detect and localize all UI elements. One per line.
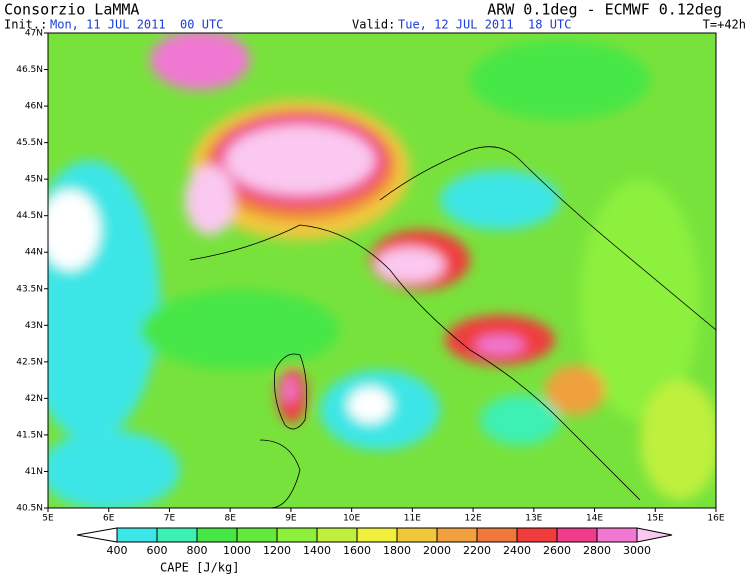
lat-label: 40.5N [16, 504, 43, 514]
lon-label: 11E [404, 514, 421, 524]
colorbar-level: 1800 [383, 544, 411, 557]
colorbar-level: 3000 [623, 544, 651, 557]
lon-label: 12E [465, 514, 482, 524]
colorbar-level: 2400 [503, 544, 531, 557]
lon-label: 15E [647, 514, 664, 524]
lat-label: 45.5N [16, 138, 43, 148]
lead-time: T=+42h [703, 18, 746, 32]
lat-label: 41N [25, 467, 43, 477]
axis-ticks: 5E 6E 7E 8E 9E 10E 11E 12E 13E 14E 15E 16E 47N 46.5N 4… [16, 29, 725, 524]
colorbar-box [556, 527, 598, 543]
lon-label: 14E [586, 514, 603, 524]
lat-label: 42N [25, 394, 43, 404]
map-frame [47, 32, 717, 509]
colorbar-box [356, 527, 398, 543]
lat-label: 47N [25, 29, 43, 39]
lat-label: 44.5N [16, 211, 43, 221]
valid-time: Tue, 12 JUL 2011 18 UTC [398, 18, 571, 32]
colorbar-level: 2000 [423, 544, 451, 557]
lon-label: 8E [224, 514, 236, 524]
colorbar-box [476, 527, 518, 543]
lon-label: 5E [42, 514, 54, 524]
title: Consorzio LaMMA [4, 1, 139, 19]
model: ARW 0.1deg - ECMWF 0.12deg [487, 1, 722, 19]
colorbar-box [396, 527, 438, 543]
colorbar-level: 600 [147, 544, 168, 557]
lon-label: 9E [285, 514, 297, 524]
colorbar-level: 1000 [223, 544, 251, 557]
lat-label: 43N [25, 321, 43, 331]
lat-label: 43.5N [16, 284, 43, 294]
colorbar-box [276, 527, 318, 543]
init-time: Mon, 11 JUL 2011 00 UTC [50, 18, 223, 32]
lat-label: 41.5N [16, 430, 43, 440]
coastlines [189, 146, 716, 508]
lon-label: 16E [707, 514, 724, 524]
lat-label: 45N [25, 175, 43, 185]
colorbar-level: 800 [187, 544, 208, 557]
lon-label: 6E [103, 514, 115, 524]
colorbar-level: 2600 [543, 544, 571, 557]
valid-label: Valid: [352, 18, 395, 32]
lat-label: 44N [25, 248, 43, 258]
lon-label: 13E [525, 514, 542, 524]
colorbar-box [156, 527, 198, 543]
colorbar-level: 2200 [463, 544, 491, 557]
colorbar-box [116, 527, 158, 543]
colorbar-box [316, 527, 358, 543]
colorbar-box [596, 527, 638, 543]
cape-field [48, 33, 716, 508]
colorbar-level: 2800 [583, 544, 611, 557]
colorbar-level: 1200 [263, 544, 291, 557]
colorbar-level: 400 [107, 544, 128, 557]
colorbar-level: 1600 [343, 544, 371, 557]
lat-label: 42.5N [16, 357, 43, 367]
colorbar-box [516, 527, 558, 543]
colorbar-end [636, 527, 673, 543]
lat-label: 46N [25, 102, 43, 112]
lat-label: 46.5N [16, 65, 43, 75]
colorbar-label: CAPE [J/kg] [160, 561, 239, 575]
colorbar-level: 1400 [303, 544, 331, 557]
colorbar-box [236, 527, 278, 543]
colorbar-end [76, 527, 118, 543]
init-label: Init.: [4, 18, 47, 32]
colorbar: 400 600 800 1000 1200 1400 1600 1800 2000 2200 240… [76, 527, 673, 557]
lon-label: 7E [164, 514, 176, 524]
colorbar-box [196, 527, 238, 543]
colorbar-box [436, 527, 478, 543]
lon-label: 10E [343, 514, 360, 524]
